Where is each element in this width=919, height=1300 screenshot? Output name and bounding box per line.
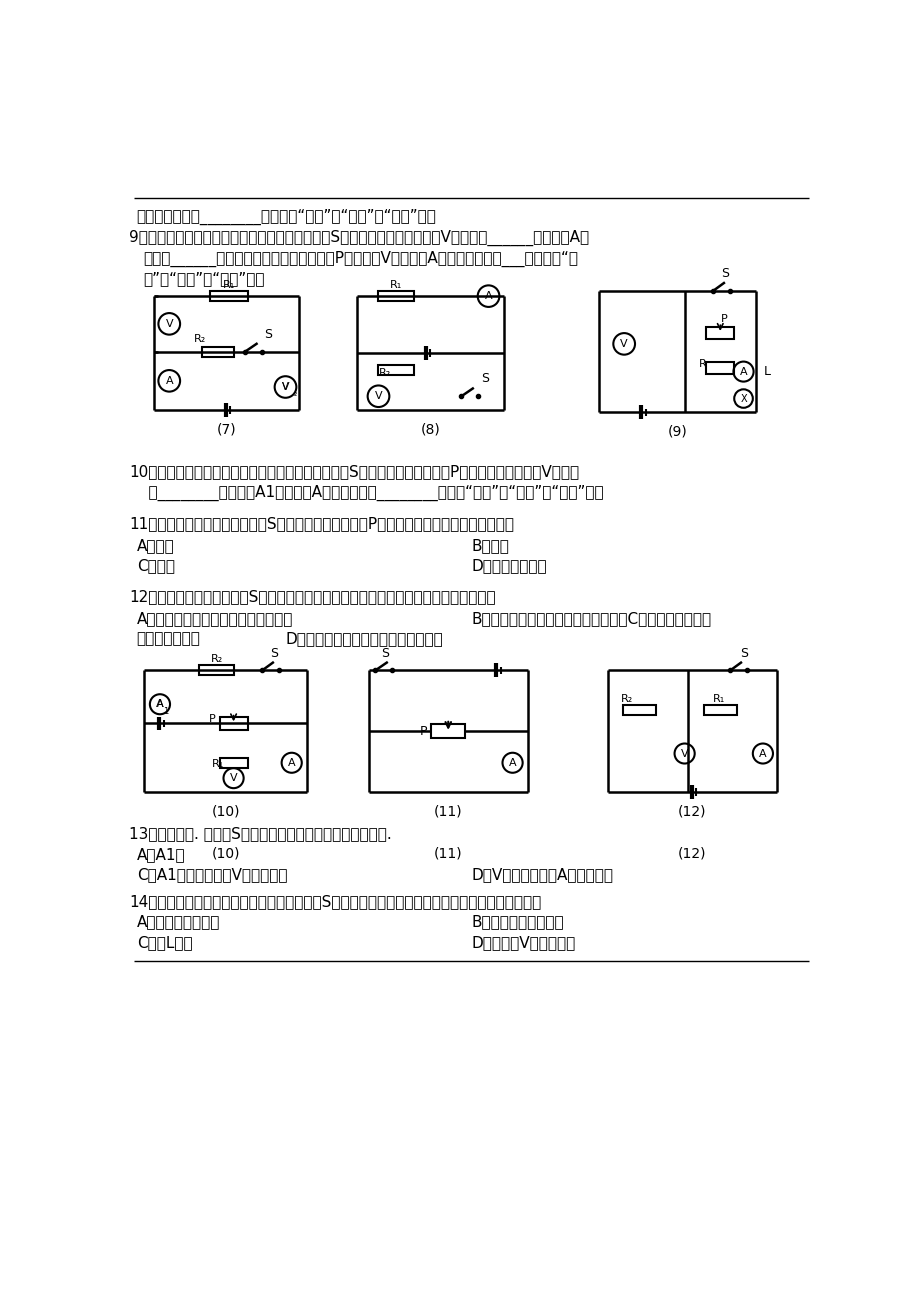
Text: D、电流表示数减小，电压表示数增大: D、电流表示数减小，电压表示数增大 xyxy=(285,630,443,646)
Text: P: P xyxy=(419,724,426,737)
Text: V: V xyxy=(282,382,289,393)
Text: C、不变: C、不变 xyxy=(137,558,175,573)
Text: 电压表的示数将________。（选填“变小”、“不变”或“变大”）。: 电压表的示数将________。（选填“变小”、“不变”或“变大”）。 xyxy=(137,208,437,225)
Text: (9): (9) xyxy=(667,425,686,438)
Text: A、增大: A、增大 xyxy=(137,538,175,552)
Text: A: A xyxy=(484,291,492,302)
Text: R₂: R₂ xyxy=(620,694,632,705)
Text: P: P xyxy=(209,714,215,724)
Text: 10、如图所示电路中。电源电压保持不变。闭合电键S后，当滑动变阻器滑片P向右移动时，电压表V的示数: 10、如图所示电路中。电源电压保持不变。闭合电键S后，当滑动变阻器滑片P向右移动… xyxy=(129,464,578,478)
Text: V: V xyxy=(619,339,628,348)
Text: C、灯L变暗: C、灯L变暗 xyxy=(137,935,192,950)
Text: S: S xyxy=(269,646,278,659)
Text: D、电压表V的示数增大: D、电压表V的示数增大 xyxy=(471,935,575,950)
Text: (11): (11) xyxy=(434,805,462,818)
Text: 11、如图所示电路中。闭合电键S后，滑动变阻器的滑片P向左移时，电流表的示数将（）。: 11、如图所示电路中。闭合电键S后，滑动变阻器的滑片P向左移时，电流表的示数将（… xyxy=(129,516,514,532)
Text: 电压表示数减小: 电压表示数减小 xyxy=(137,630,200,646)
Bar xyxy=(201,347,234,356)
Text: S: S xyxy=(380,646,389,659)
Text: C、A1表示数变大，V表示数不变: C、A1表示数变大，V表示数不变 xyxy=(137,867,287,883)
Text: R₂: R₂ xyxy=(194,334,206,345)
Text: 将________，电流表A1与电流表A示数的比值将________（选填“变小”、“不变”或“变大”）。: 将________，电流表A1与电流表A示数的比值将________（选填“变小… xyxy=(129,485,603,500)
Text: R₁: R₁ xyxy=(211,759,224,768)
Text: X: X xyxy=(740,394,746,403)
Text: V: V xyxy=(165,318,173,329)
Text: 1: 1 xyxy=(164,707,168,716)
Text: A、电流表示数增大，电压表示数增大: A、电流表示数增大，电压表示数增大 xyxy=(137,611,293,627)
Bar xyxy=(703,706,736,715)
Text: R₁: R₁ xyxy=(390,280,402,290)
Text: (12): (12) xyxy=(677,846,706,861)
Text: A: A xyxy=(508,758,516,768)
Text: A: A xyxy=(165,376,173,386)
Bar xyxy=(220,758,247,768)
Text: B、减小: B、减小 xyxy=(471,538,509,552)
Text: A: A xyxy=(739,367,746,377)
Text: 示数将______；向右移动滑动变阻器的滑片P，电压表V与电流表A的示数的比值将___。（选填“变: 示数将______；向右移动滑动变阻器的滑片P，电压表V与电流表A的示数的比值将… xyxy=(142,251,577,266)
Text: ₂: ₂ xyxy=(293,389,296,398)
Text: V: V xyxy=(281,382,289,393)
Text: A、A1表: A、A1表 xyxy=(137,846,185,862)
Text: P: P xyxy=(720,313,727,324)
Text: (10): (10) xyxy=(211,846,240,861)
Text: D、先减小后增大: D、先减小后增大 xyxy=(471,558,547,573)
Text: R₁: R₁ xyxy=(222,280,234,290)
Text: A: A xyxy=(758,749,766,758)
Text: (7): (7) xyxy=(217,422,236,437)
Text: V: V xyxy=(680,749,687,758)
Text: 9、如图所示电路中。电源电压保持不变。当电键S由断开到闭合时，电压表V的示数将______，电流表A的: 9、如图所示电路中。电源电压保持不变。当电键S由断开到闭合时，电压表V的示数将_… xyxy=(129,230,588,246)
Text: R₂: R₂ xyxy=(378,368,391,378)
Text: A: A xyxy=(156,699,163,710)
Text: S: S xyxy=(480,373,488,386)
Text: 12、如图所示电路中，电键S由断开到闭合，电流表、电压表的示数的变化情况是（）。: 12、如图所示电路中，电键S由断开到闭合，电流表、电压表的示数的变化情况是（）。 xyxy=(129,589,495,604)
Text: 14、在如图所示电路中，电源电压不变，电键S由闭合到断开时，则下列各种说法中错误的是（）。: 14、在如图所示电路中，电源电压不变，电键S由闭合到断开时，则下列各种说法中错误… xyxy=(129,893,540,909)
Text: A: A xyxy=(156,699,164,710)
Text: B、电流表示数增大，电压表示数不变C、电流表示数增大: B、电流表示数增大，电压表示数不变C、电流表示数增大 xyxy=(471,611,711,627)
Text: V: V xyxy=(230,774,237,783)
Text: R₂: R₂ xyxy=(210,654,222,664)
Bar xyxy=(378,365,414,376)
Text: A、电路总电阻增大: A、电路总电阻增大 xyxy=(137,914,220,930)
Bar xyxy=(706,326,733,339)
Text: (8): (8) xyxy=(420,422,440,437)
Text: R₁: R₁ xyxy=(712,694,725,705)
Text: S: S xyxy=(264,328,272,341)
Text: (12): (12) xyxy=(677,805,706,818)
Bar xyxy=(210,291,248,302)
Bar xyxy=(378,291,414,302)
Text: S: S xyxy=(740,646,747,659)
Bar xyxy=(623,706,655,715)
Text: (11): (11) xyxy=(434,846,462,861)
Bar xyxy=(220,718,247,729)
Bar xyxy=(431,724,465,738)
Text: D、V表示数不变，A表示数变大: D、V表示数不变，A表示数变大 xyxy=(471,867,613,883)
Text: S: S xyxy=(720,266,728,280)
Text: V: V xyxy=(374,391,382,402)
Text: 小”、“不变”或“变大”）。: 小”、“不变”或“变大”）。 xyxy=(142,272,264,286)
Text: (10): (10) xyxy=(211,805,240,818)
Text: 13、如图所示. 当由键S闭合后，由表示数的变化情况是（）.: 13、如图所示. 当由键S闭合后，由表示数的变化情况是（）. xyxy=(129,826,391,841)
Bar xyxy=(706,361,733,374)
Text: B、电流表的示数变小: B、电流表的示数变小 xyxy=(471,914,563,930)
Text: L: L xyxy=(763,365,770,378)
Bar xyxy=(199,666,234,676)
Text: A: A xyxy=(288,758,295,768)
Text: R: R xyxy=(698,359,707,369)
